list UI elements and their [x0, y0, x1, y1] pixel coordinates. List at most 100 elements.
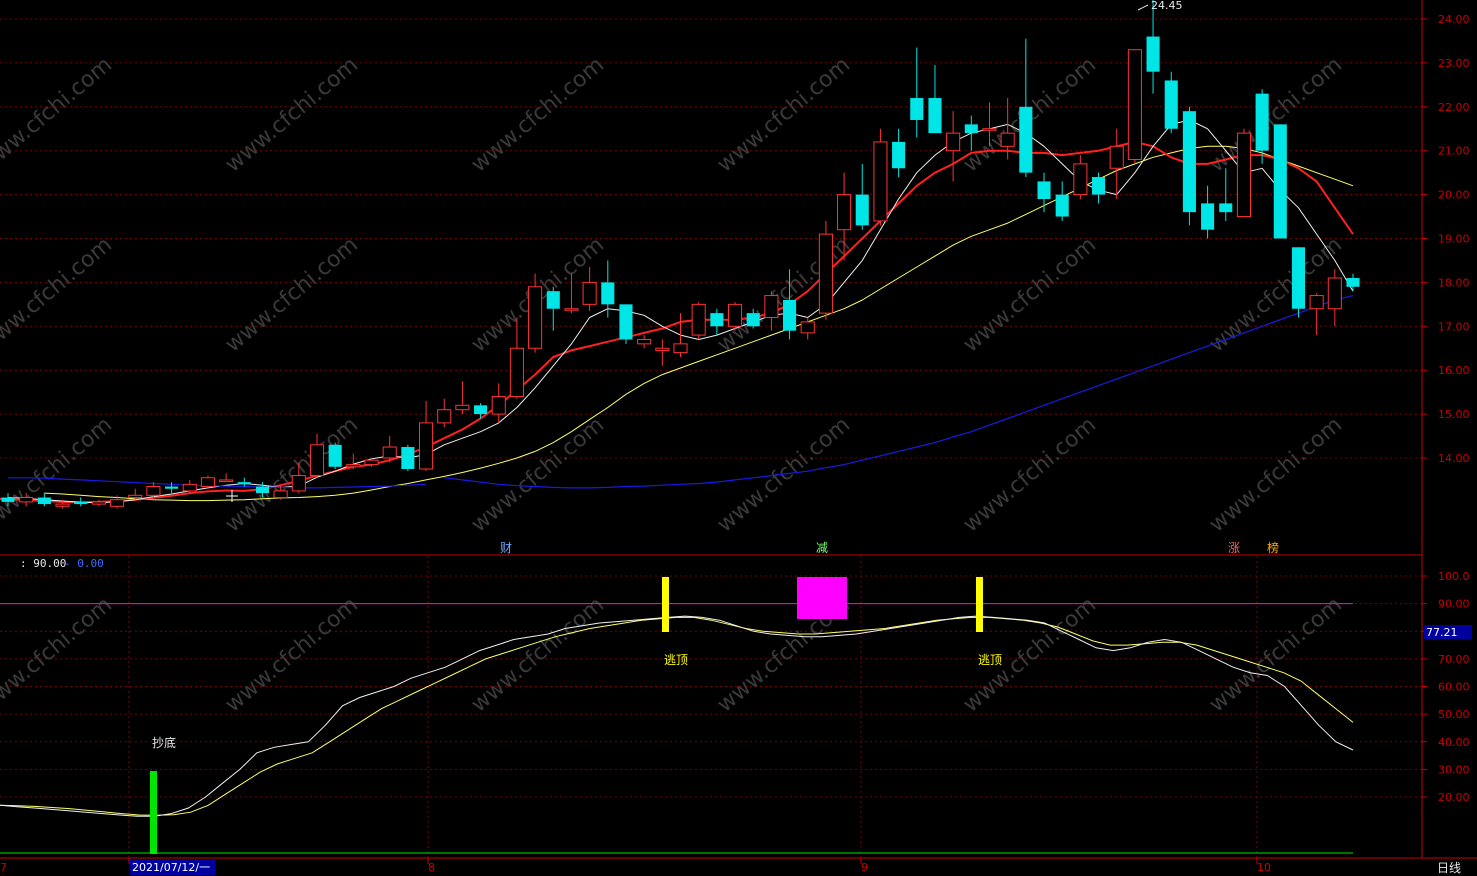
- candle-body-up: [128, 494, 143, 499]
- bottom-signal-bar: [150, 771, 157, 854]
- x-tick-8: 8: [428, 861, 435, 874]
- date-label[interactable]: 2021/07/12/一: [132, 861, 210, 874]
- candle-body-down: [746, 313, 760, 327]
- candle-body-up: [946, 132, 961, 152]
- candle-body-up: [273, 490, 288, 499]
- candle-body-up: [219, 479, 234, 482]
- candle-body-up: [1073, 163, 1088, 196]
- candle-body-up: [727, 303, 743, 327]
- candle-body-down: [165, 486, 179, 489]
- indicator-param-b: - 0.00: [64, 557, 104, 570]
- candle-body-down: [855, 194, 869, 226]
- candle-body-up: [837, 194, 852, 231]
- candle-body-up: [200, 477, 215, 488]
- indicator-white-line: [0, 615, 1354, 817]
- signal-escape-label-2: 逃顶: [978, 653, 1002, 667]
- candle-body-up: [1127, 49, 1142, 160]
- price-tick-label: 15.00: [1438, 408, 1470, 421]
- price-tick-label: 24.00: [1438, 13, 1470, 26]
- candle-body-up: [655, 347, 670, 351]
- candle-body-up: [982, 128, 997, 131]
- candle-body-down: [401, 447, 415, 469]
- current-value-badge: [1424, 625, 1472, 639]
- price-tick-label: 22.00: [1438, 101, 1470, 114]
- candle-body-up: [528, 286, 543, 349]
- candle-body-up: [509, 347, 524, 398]
- marker-zhang[interactable]: 涨: [1228, 540, 1240, 555]
- x-tick-7: 7: [0, 861, 7, 874]
- candle-body-down: [783, 299, 797, 331]
- marker-bang[interactable]: 榜: [1267, 540, 1279, 555]
- price-tick-label: 20.00: [1438, 189, 1470, 202]
- candle-body-up: [309, 444, 325, 477]
- price-tick-label: 16.00: [1438, 364, 1470, 377]
- candle-body-up: [382, 446, 397, 459]
- candle-body-down: [910, 98, 924, 120]
- indicator-tick-label: 50.00: [1438, 708, 1470, 721]
- candle-body-up: [182, 483, 197, 492]
- candle-body-down: [892, 141, 906, 169]
- candle-body-up: [346, 464, 361, 468]
- escape-signal-bar: [662, 577, 669, 632]
- candle-body-up: [437, 409, 452, 424]
- period-label[interactable]: 日线: [1437, 861, 1461, 875]
- indicator-tick-label: 90.00: [1438, 598, 1470, 611]
- candle-body-down: [1219, 203, 1233, 213]
- candle-body-up: [1236, 132, 1251, 218]
- indicator-tick-label: 60.00: [1438, 681, 1470, 694]
- candle-body-down: [37, 497, 51, 505]
- price-tick-label: 23.00: [1438, 57, 1470, 70]
- max-price-pointer: [1137, 4, 1149, 11]
- indicator-tick-label: 70.00: [1438, 653, 1470, 666]
- price-tick-label: 17.00: [1438, 320, 1470, 333]
- candle-body-up: [491, 396, 506, 415]
- candle-body-up: [1000, 132, 1015, 147]
- ma-blue-line: [444, 295, 1354, 489]
- indicator-yellow-line: [0, 616, 1354, 816]
- marker-cai[interactable]: 财: [500, 541, 512, 555]
- candle-body-up: [582, 281, 597, 305]
- price-tick-label: 19.00: [1438, 233, 1470, 246]
- signal-escape-label-1: 逃顶: [664, 653, 688, 667]
- candle-body-down: [964, 124, 978, 134]
- candle-body-down: [237, 482, 251, 485]
- candlestick-series[interactable]: [1, 0, 1360, 509]
- indicator-lines: [0, 603, 1354, 817]
- marker-jian[interactable]: 减: [816, 541, 828, 555]
- ma-yellow-line: [44, 145, 1354, 502]
- candle-body-up: [91, 501, 106, 505]
- escape-signal-bar: [976, 577, 983, 632]
- candle-body-down: [546, 291, 560, 309]
- candle-body-up: [637, 338, 652, 345]
- indicator-param-a: : 90.00: [20, 557, 66, 570]
- indicator-tick-label: 100.0: [1438, 570, 1470, 583]
- candle-body-down: [1201, 203, 1215, 230]
- indicator-tick-label: 20.00: [1438, 791, 1470, 804]
- candle-body-up: [455, 404, 470, 411]
- price-tick-label: 14.00: [1438, 452, 1470, 465]
- magenta-signal-block: [797, 577, 847, 619]
- candle-body-down: [255, 486, 270, 494]
- current-value-text: 77.21: [1426, 626, 1458, 639]
- signal-bottom-label: 抄底: [152, 735, 176, 750]
- candle-body-down: [1273, 124, 1287, 239]
- candle-body-up: [818, 233, 833, 314]
- candle-body-up: [691, 303, 706, 336]
- candle-body-up: [110, 499, 125, 507]
- candle-body-down: [328, 444, 342, 467]
- candle-body-up: [364, 459, 379, 466]
- candle-body-down: [1, 497, 15, 502]
- price-tick-label: 21.00: [1438, 145, 1470, 158]
- ma-blue-lead-line: [8, 477, 427, 489]
- candle-body-up: [564, 308, 579, 311]
- candle-body-up: [146, 486, 161, 496]
- candle-body-down: [1019, 106, 1033, 173]
- candle-body-down: [1055, 194, 1069, 217]
- indicator-tick-label: 30.00: [1438, 763, 1470, 776]
- indicator-tick-label: 40.00: [1438, 736, 1470, 749]
- candle-body-up: [800, 321, 815, 334]
- max-price-label: 24.45: [1151, 0, 1183, 12]
- candle-body-up: [19, 497, 34, 503]
